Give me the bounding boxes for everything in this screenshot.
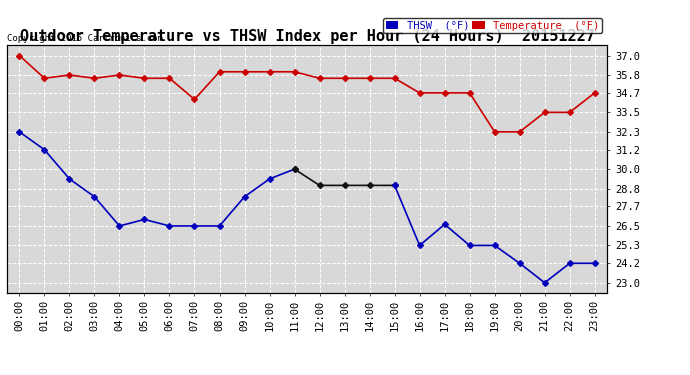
Legend: THSW  (°F), Temperature  (°F): THSW (°F), Temperature (°F) [383, 18, 602, 33]
Title: Outdoor Temperature vs THSW Index per Hour (24 Hours)  20151227: Outdoor Temperature vs THSW Index per Ho… [19, 29, 595, 44]
Text: Copyright 2015 Cartronics.com: Copyright 2015 Cartronics.com [7, 33, 163, 42]
